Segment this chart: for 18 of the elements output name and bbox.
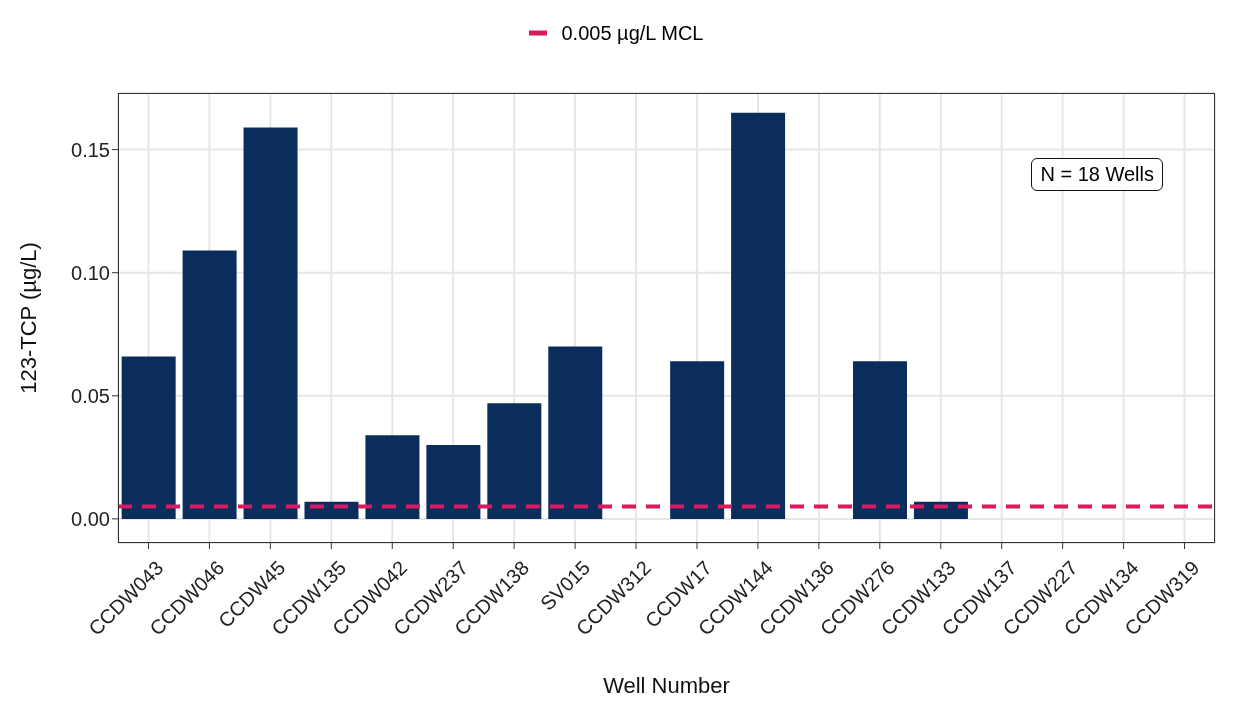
bar	[487, 403, 542, 519]
bar	[121, 356, 176, 519]
bar	[243, 127, 298, 519]
bar	[182, 250, 237, 519]
y-tick-label: 0.05	[71, 384, 110, 407]
y-tick-label: 0.00	[71, 507, 110, 530]
bar	[548, 346, 603, 519]
x-axis-title: Well Number	[603, 673, 730, 698]
y-axis-title: 123-TCP (µg/L)	[15, 242, 41, 394]
bar	[365, 435, 420, 519]
bar	[852, 361, 907, 519]
bar	[426, 445, 481, 519]
bar	[670, 361, 725, 519]
y-tick-label: 0.10	[71, 261, 110, 284]
annotation: N = 18 Wells	[1031, 158, 1163, 191]
y-tick-label: 0.15	[71, 138, 110, 161]
bar	[731, 112, 786, 519]
legend-label: 0.005 µg/L MCL	[561, 21, 704, 45]
